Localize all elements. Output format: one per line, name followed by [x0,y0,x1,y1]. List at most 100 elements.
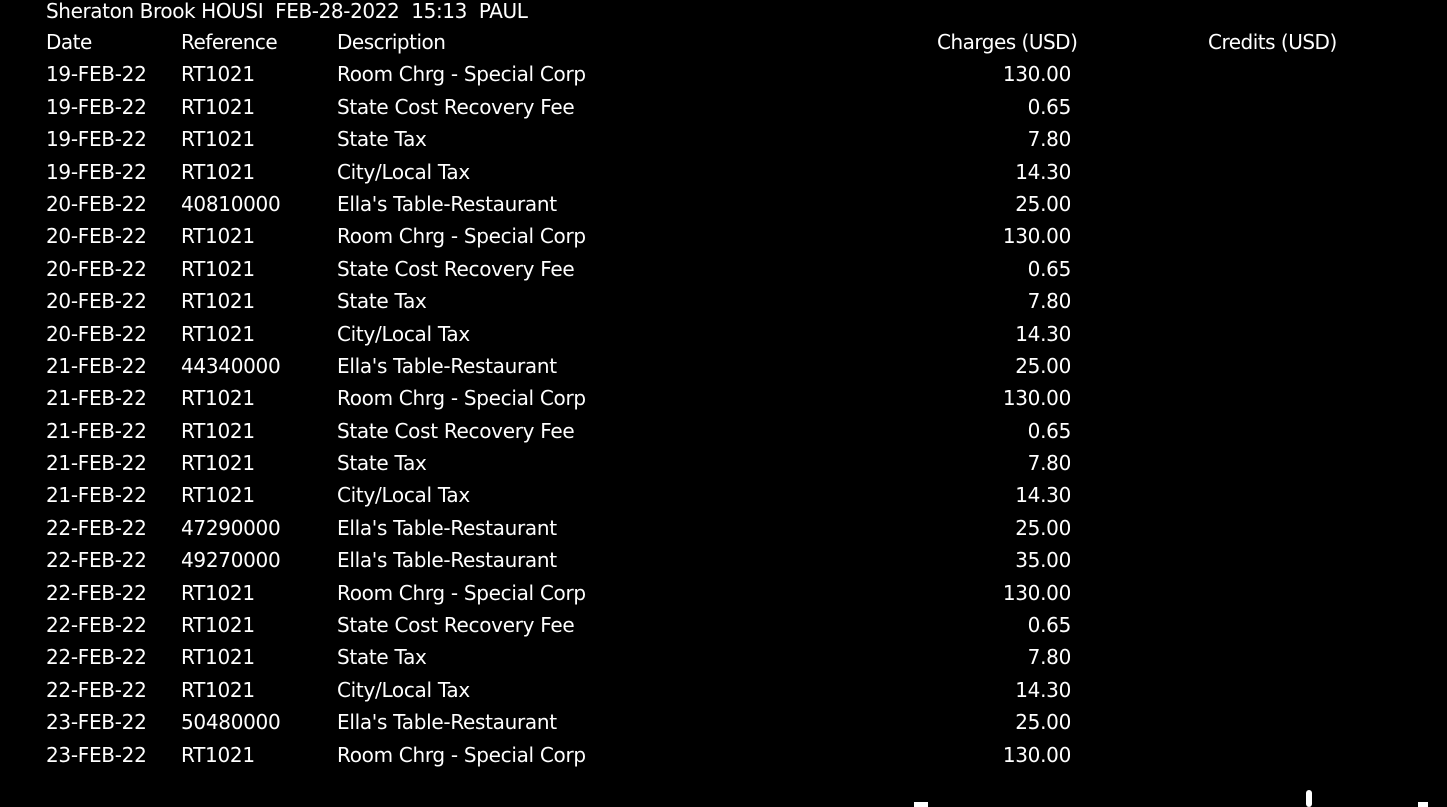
transaction-row: 22-FEB-22 RT1021 Room Chrg - Special Corp 1… [0,577,1447,609]
transaction-date: 22-FEB-22 [46,677,147,702]
transaction-description: City/Local Tax [337,159,470,184]
transaction-row: 19-FEB-22 RT1021 State Cost Recovery Fee 0.… [0,91,1447,123]
transaction-reference: RT1021 [181,127,255,152]
transaction-charge: 0.65 [1027,94,1072,119]
transaction-description: Ella's Table-Restaurant [337,191,557,216]
transaction-reference: 44340000 [181,353,281,378]
transaction-reference: RT1021 [181,451,255,476]
transaction-charge: 7.80 [1027,451,1072,476]
transaction-description: Room Chrg - Special Corp [337,386,586,411]
transaction-reference: RT1021 [181,159,255,184]
transaction-charge: 14.30 [1015,677,1071,702]
transaction-description: State Cost Recovery Fee [337,256,575,281]
transaction-description: State Cost Recovery Fee [337,94,575,119]
transaction-row: 20-FEB-22 RT1021 Room Chrg - Special Corp 1… [0,220,1447,252]
transaction-row: 21-FEB-22 RT1021 State Tax 7.80 [0,447,1447,479]
transaction-reference: RT1021 [181,94,255,119]
transaction-row: 22-FEB-22 RT1021 City/Local Tax 14.30 [0,674,1447,706]
transaction-description: Room Chrg - Special Corp [337,742,586,767]
cropped-bottom-marks [0,780,1447,807]
transaction-date: 20-FEB-22 [46,224,147,249]
transaction-reference: 49270000 [181,548,281,573]
transaction-description: Ella's Table-Restaurant [337,353,557,378]
transaction-row: 21-FEB-22 44340000 Ella's Table-Restaurant… [0,350,1447,382]
transaction-charge: 14.30 [1015,321,1071,346]
transaction-charge: 7.80 [1027,127,1072,152]
transaction-charge: 130.00 [1002,742,1071,767]
transaction-date: 20-FEB-22 [46,191,147,216]
transaction-description: Room Chrg - Special Corp [337,224,586,249]
transaction-reference: RT1021 [181,256,255,281]
transaction-charge: 0.65 [1027,613,1072,638]
transaction-row: 22-FEB-22 RT1021 State Cost Recovery Fee 0.… [0,609,1447,641]
transaction-date: 19-FEB-22 [46,94,147,119]
cropped-glyph-fragment [1306,790,1312,807]
transaction-reference: RT1021 [181,62,255,87]
transaction-date: 19-FEB-22 [46,62,147,87]
transaction-charge: 25.00 [1015,515,1071,540]
transaction-description: State Tax [337,127,427,152]
transaction-charge: 0.65 [1027,256,1072,281]
print-time: 15:13 [411,0,467,23]
transaction-description: State Tax [337,451,427,476]
user-name: PAUL [478,0,528,23]
transaction-row: 20-FEB-22 RT1021 State Tax 7.80 [0,285,1447,317]
transaction-description: City/Local Tax [337,483,470,508]
transaction-date: 22-FEB-22 [46,515,147,540]
transaction-date: 22-FEB-22 [46,613,147,638]
transaction-row: 19-FEB-22 RT1021 State Tax 7.80 [0,123,1447,155]
transaction-description: State Cost Recovery Fee [337,418,575,443]
transaction-row: 20-FEB-22 RT1021 City/Local Tax 14.30 [0,318,1447,350]
transaction-date: 23-FEB-22 [46,710,147,735]
description-column-header: Description [337,30,446,54]
transaction-row: 23-FEB-22 50480000 Ella's Table-Restaurant… [0,706,1447,738]
transaction-date: 21-FEB-22 [46,353,147,378]
transaction-date: 19-FEB-22 [46,127,147,152]
transaction-charge: 25.00 [1015,191,1071,216]
transaction-charge: 25.00 [1015,710,1071,735]
transaction-date: 19-FEB-22 [46,159,147,184]
transaction-charge: 25.00 [1015,353,1071,378]
transaction-date: 21-FEB-22 [46,451,147,476]
transaction-row: 19-FEB-22 RT1021 Room Chrg - Special Corp 1… [0,58,1447,90]
transaction-row: 21-FEB-22 RT1021 State Cost Recovery Fee 0.… [0,415,1447,447]
transaction-description: Room Chrg - Special Corp [337,62,586,87]
transaction-charge: 130.00 [1002,386,1071,411]
transaction-charge: 35.00 [1015,548,1071,573]
transaction-reference: RT1021 [181,418,255,443]
transaction-row: 20-FEB-22 RT1021 State Cost Recovery Fee 0.… [0,253,1447,285]
transaction-date: 22-FEB-22 [46,548,147,573]
transaction-description: Room Chrg - Special Corp [337,580,586,605]
transaction-description: Ella's Table-Restaurant [337,515,557,540]
transaction-row: 21-FEB-22 RT1021 City/Local Tax 14.30 [0,479,1447,511]
transaction-charge: 130.00 [1002,224,1071,249]
transaction-date: 21-FEB-22 [46,483,147,508]
transaction-charge: 130.00 [1002,580,1071,605]
transaction-charge: 0.65 [1027,418,1072,443]
transaction-date: 20-FEB-22 [46,321,147,346]
column-header-row: Date Reference Description Charges (USD)… [0,26,1447,58]
print-date: FEB-28-2022 [275,0,400,23]
transaction-description: City/Local Tax [337,677,470,702]
transaction-charge: 7.80 [1027,289,1072,314]
transaction-description: City/Local Tax [337,321,470,346]
transaction-date: 22-FEB-22 [46,580,147,605]
transaction-description: State Tax [337,289,427,314]
folio-table: Date Reference Description Charges (USD)… [0,26,1447,771]
transaction-date: 23-FEB-22 [46,742,147,767]
cropped-glyph-fragment [1418,802,1428,807]
transaction-date: 20-FEB-22 [46,289,147,314]
transaction-reference: RT1021 [181,677,255,702]
transaction-row: 22-FEB-22 49270000 Ella's Table-Restaurant… [0,544,1447,576]
transaction-date: 20-FEB-22 [46,256,147,281]
date-column-header: Date [46,30,92,54]
transaction-date: 22-FEB-22 [46,645,147,670]
cropped-glyph-fragment [914,802,928,807]
transaction-reference: RT1021 [181,289,255,314]
transaction-reference: RT1021 [181,645,255,670]
transaction-description: Ella's Table-Restaurant [337,710,557,735]
transaction-row: 19-FEB-22 RT1021 City/Local Tax 14.30 [0,156,1447,188]
transaction-row: 22-FEB-22 47290000 Ella's Table-Restaurant… [0,512,1447,544]
transaction-charge: 14.30 [1015,159,1071,184]
transaction-reference: RT1021 [181,613,255,638]
